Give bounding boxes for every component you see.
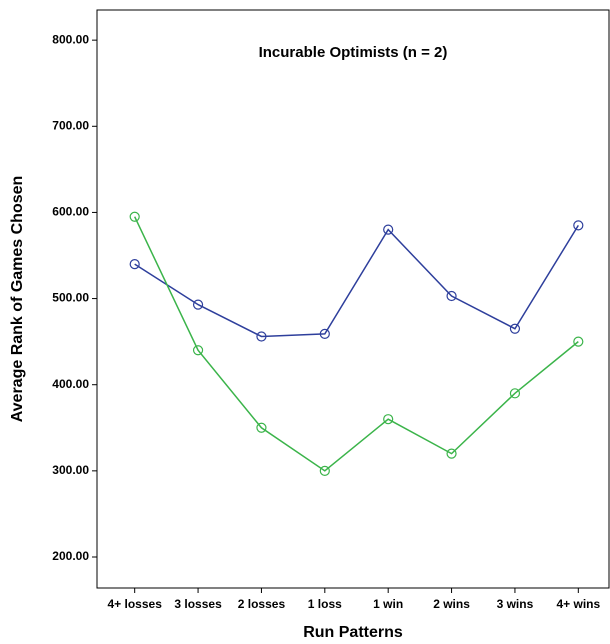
x-tick-label: 4+ losses	[108, 597, 163, 611]
point-marker	[446, 290, 457, 302]
x-tick-label: 1 loss	[308, 597, 342, 611]
x-tick-label: 1 win	[373, 597, 403, 611]
y-tick-label: 700.00	[52, 118, 89, 132]
x-axis-title: Run Patterns	[303, 624, 403, 641]
point-marker	[509, 323, 521, 334]
point-marker	[383, 414, 394, 425]
point-marker	[446, 448, 457, 459]
point-marker	[256, 422, 267, 433]
x-tick-label: 4+ wins	[556, 597, 600, 611]
x-tick-label: 3 losses	[174, 597, 222, 611]
y-tick-label: 800.00	[52, 32, 89, 46]
y-tick-label: 300.00	[52, 463, 89, 477]
x-tick-label: 2 losses	[238, 597, 286, 611]
point-marker	[192, 299, 204, 310]
x-tick-label: 2 wins	[433, 597, 470, 611]
point-marker	[256, 331, 267, 342]
point-marker	[573, 220, 584, 231]
point-marker	[192, 345, 204, 356]
point-marker	[319, 465, 330, 476]
point-marker	[129, 211, 140, 222]
y-tick-label: 500.00	[52, 291, 89, 305]
point-marker	[319, 328, 330, 339]
series-line	[134, 224, 579, 338]
y-tick-label: 200.00	[52, 549, 89, 563]
y-axis-title: Average Rank of Games Chosen	[9, 176, 26, 423]
point-marker	[509, 388, 521, 399]
x-tick-label: 3 wins	[497, 597, 534, 611]
point-marker	[129, 259, 140, 270]
point-marker	[383, 224, 394, 235]
y-tick-label: 400.00	[52, 377, 89, 391]
point-marker	[573, 336, 584, 347]
y-tick-label: 600.00	[52, 205, 89, 219]
series-line	[134, 216, 579, 472]
chart-title: Incurable Optimists (n = 2)	[259, 44, 448, 61]
